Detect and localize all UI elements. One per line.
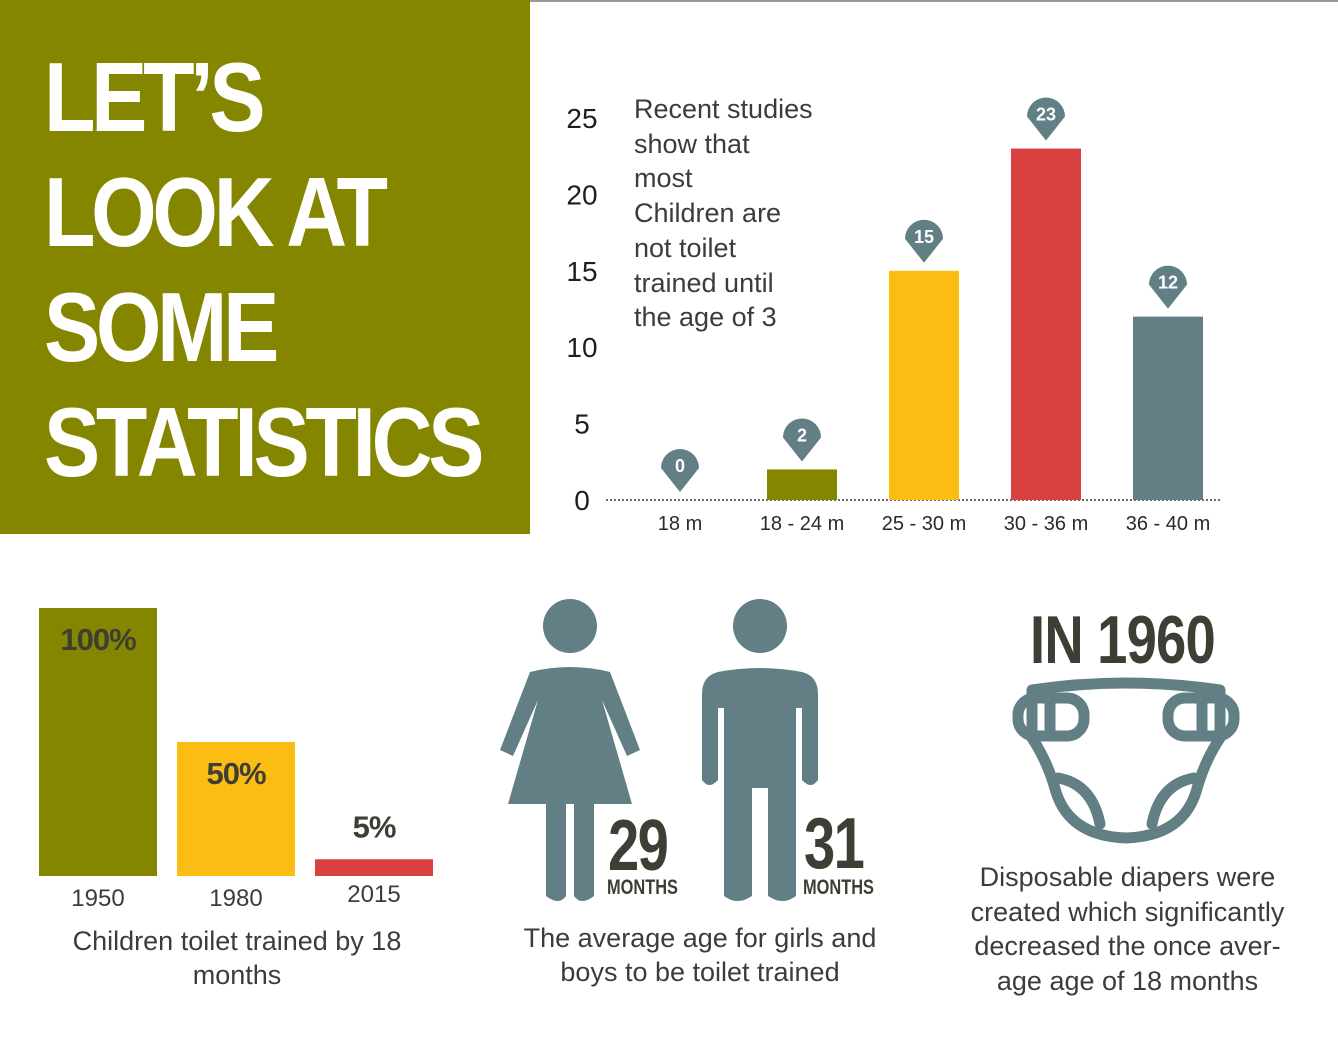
- people-caption: The average age for girls and boys to be…: [523, 923, 877, 987]
- value-pin: [661, 449, 699, 492]
- value-pin: [1149, 265, 1187, 309]
- bar: [767, 469, 837, 500]
- title-line: SOME: [44, 272, 279, 382]
- chart-note-line: most: [634, 163, 693, 194]
- chart-note-line: trained until: [634, 267, 774, 298]
- diaper-caption-line: created which significantly: [970, 896, 1285, 927]
- category-label: 30 - 36 m: [1004, 513, 1088, 535]
- bar: [1011, 148, 1081, 500]
- title-panel: LET’S LOOK AT SOME STATISTICS: [0, 0, 530, 534]
- boys-age-unit: MONTHS: [803, 876, 874, 899]
- y-tick-label: 20: [566, 179, 597, 210]
- value-pin: [905, 219, 943, 263]
- value-pin: [783, 418, 821, 462]
- data-label: 100%: [60, 622, 136, 657]
- value-pin: [1027, 97, 1065, 141]
- diaper-icon: [1012, 677, 1240, 844]
- chart-note-line: Children are: [634, 198, 782, 229]
- title-line: STATISTICS: [44, 387, 484, 497]
- boy-icon: [702, 599, 818, 901]
- chart-note-line: show that: [634, 128, 750, 159]
- bar: [177, 742, 295, 876]
- data-label: 0: [675, 456, 685, 476]
- category-label: 36 - 40 m: [1126, 513, 1210, 535]
- boys-age-value: 31: [804, 804, 865, 884]
- category-label: 18 - 24 m: [760, 513, 844, 535]
- diaper-caption-line: decreased the once aver-: [974, 931, 1281, 961]
- age-toilet-trained-chart: 0 5 10 15 20 25 0 18 m 2 18 - 24 m 15 25 - 30 m 23 30…: [566, 97, 1222, 535]
- data-label: 23: [1036, 105, 1056, 125]
- chart-note-line: the age of 3: [634, 302, 777, 333]
- girls-age-unit: MONTHS: [607, 876, 678, 899]
- girls-age-value: 29: [608, 806, 669, 886]
- chart-note: Recent studies show that most Children a…: [634, 92, 834, 335]
- y-tick-label: 5: [574, 409, 590, 440]
- page-title: LET’S LOOK AT SOME STATISTICS: [44, 40, 484, 500]
- diaper-heading: IN 1960: [1030, 602, 1216, 678]
- chart-note-line: not toilet: [634, 232, 737, 263]
- diaper-caption: Disposable diapers were created which si…: [955, 860, 1300, 998]
- top-rule: [530, 0, 1338, 2]
- girl-icon: [500, 599, 640, 901]
- category-label: 2015: [347, 881, 400, 908]
- category-label: 25 - 30 m: [882, 513, 966, 535]
- category-label: 18 m: [658, 513, 702, 535]
- data-label: 12: [1158, 273, 1178, 293]
- y-tick-label: 25: [566, 103, 597, 134]
- bar: [889, 270, 959, 500]
- category-label: 1980: [209, 885, 262, 912]
- bar: [39, 608, 157, 876]
- title-line: LOOK AT: [44, 157, 388, 267]
- data-label: 5%: [353, 809, 396, 844]
- small-chart-caption: Children toilet trained by 18 months: [72, 926, 402, 990]
- bar: [315, 859, 433, 876]
- data-label: 2: [797, 425, 807, 445]
- y-tick-label: 10: [566, 332, 597, 363]
- y-tick-label: 0: [574, 485, 590, 516]
- diaper-caption-line: age age of 18 months: [996, 965, 1259, 996]
- girl-boy-figures: [500, 599, 818, 901]
- category-label: 1950: [71, 885, 124, 912]
- y-tick-label: 15: [566, 256, 597, 287]
- bar: [1133, 316, 1203, 500]
- diaper-caption-line: Disposable diapers were: [979, 862, 1276, 892]
- chart-note-line: Recent studies: [634, 94, 813, 124]
- data-label: 15: [914, 227, 934, 247]
- trained-by-18-months-chart: 100% 1950 50% 1980 5% 2015: [39, 608, 433, 912]
- data-label: 50%: [206, 756, 265, 791]
- title-line: LET’S: [44, 42, 266, 152]
